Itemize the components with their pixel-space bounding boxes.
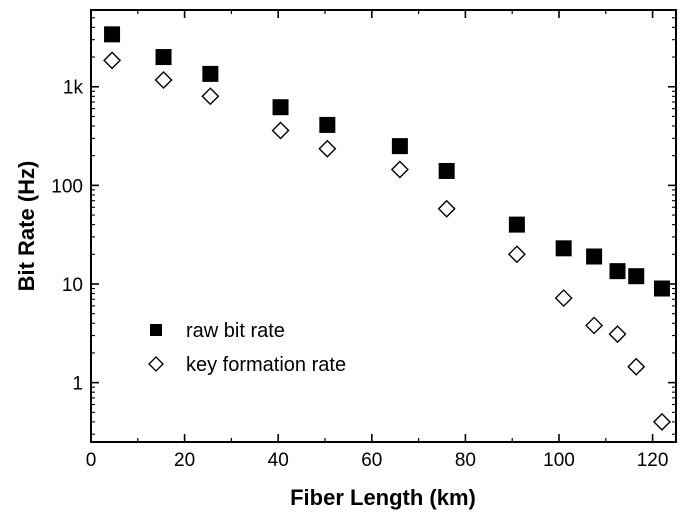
key-formation-rate-point [271, 121, 290, 140]
raw-bit-rate-point [319, 116, 336, 133]
plot-frame [90, 9, 677, 443]
y-tick-label: 100 [51, 176, 83, 197]
raw-bit-rate-point [508, 216, 525, 233]
key-formation-rate-point [627, 357, 646, 376]
raw-bit-rate-point [653, 280, 670, 297]
raw-bit-rate-point [555, 240, 572, 257]
data-marks [103, 26, 671, 431]
key-formation-rate-point [608, 325, 627, 344]
key-formation-rate-point [154, 71, 173, 90]
raw-bit-rate-point [155, 49, 172, 66]
raw-bit-rate-point [391, 138, 408, 155]
raw-bit-rate-point [586, 248, 603, 265]
raw-bit-rate-point [104, 26, 121, 43]
x-tick-label: 20 [174, 450, 195, 471]
raw-bit-rate-point [609, 263, 626, 280]
y-tick-label: 10 [62, 275, 83, 296]
key-formation-rate-point [390, 160, 409, 179]
x-axis-title: Fiber Length (km) [290, 485, 476, 510]
key-formation-rate-point [554, 289, 573, 308]
legend: raw bit rate key formation rate [148, 320, 346, 376]
legend-label: key formation rate [186, 354, 346, 376]
raw-bit-rate-point [438, 162, 455, 179]
key-formation-rate-point [437, 199, 456, 218]
x-tick-label: 40 [268, 450, 289, 471]
key-formation-rate-point [103, 51, 122, 70]
x-tick-label: 0 [86, 450, 97, 471]
raw-bit-rate-point [202, 65, 219, 82]
y-tick-label: 1 [72, 374, 83, 395]
y-axis-title: Bit Rate (Hz) [14, 161, 39, 292]
key-formation-rate-point [585, 316, 604, 335]
raw-bit-rate-point [272, 99, 289, 116]
axis-ticks [90, 9, 676, 442]
x-tick-label: 60 [361, 450, 382, 471]
legend-diamond-icon [148, 356, 164, 372]
legend-label: raw bit rate [186, 320, 285, 342]
key-formation-rate-point [507, 245, 526, 264]
legend-square-icon [150, 324, 162, 336]
x-tick-label: 120 [637, 450, 669, 471]
raw-bit-rate-point [628, 268, 645, 285]
key-formation-rate-point [201, 87, 220, 106]
x-tick-label: 100 [543, 450, 575, 471]
x-tick-label: 80 [455, 450, 476, 471]
key-formation-rate-point [652, 412, 671, 431]
y-tick-label: 1k [63, 78, 84, 99]
key-formation-rate-point [318, 139, 337, 158]
